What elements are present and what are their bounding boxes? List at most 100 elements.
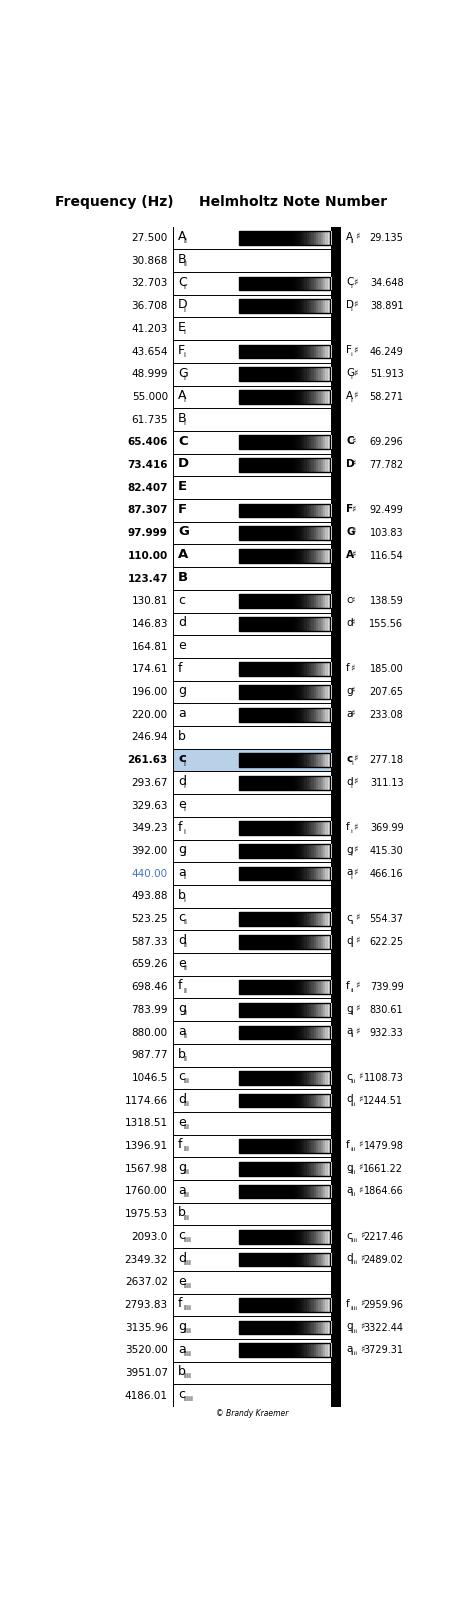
Bar	[320, 685, 323, 699]
Text: 392.00: 392.00	[131, 846, 168, 856]
Bar	[265, 1230, 267, 1243]
Bar	[314, 912, 316, 926]
Bar	[288, 662, 291, 677]
Bar	[239, 618, 243, 630]
Bar	[330, 934, 333, 949]
Bar	[284, 821, 286, 835]
Bar	[256, 1344, 258, 1357]
Bar	[300, 277, 302, 290]
Bar	[290, 867, 293, 880]
Bar	[244, 390, 247, 403]
Bar	[274, 845, 277, 858]
Bar	[265, 1139, 267, 1154]
Text: iii: iii	[351, 1078, 356, 1083]
Bar	[239, 1298, 243, 1312]
Bar	[248, 1184, 251, 1198]
Text: ii: ii	[183, 987, 187, 994]
Bar	[256, 1162, 258, 1176]
Bar	[304, 504, 307, 517]
Bar	[262, 504, 265, 517]
Bar	[248, 1070, 251, 1085]
Text: e: e	[178, 638, 186, 651]
Bar	[309, 1162, 311, 1176]
Bar	[244, 1003, 247, 1016]
Bar	[239, 1094, 330, 1107]
Bar	[267, 1162, 270, 1176]
Text: d: d	[346, 1094, 353, 1104]
Bar	[284, 912, 286, 926]
Bar	[174, 386, 331, 408]
Bar	[318, 662, 321, 677]
Bar	[286, 230, 288, 245]
Bar	[295, 1003, 297, 1016]
Bar	[253, 344, 256, 358]
Bar	[314, 1298, 316, 1312]
Bar	[272, 707, 274, 722]
Bar	[309, 458, 311, 472]
Bar	[309, 230, 311, 245]
Bar	[286, 1184, 288, 1198]
Bar	[258, 776, 261, 790]
Bar	[286, 981, 288, 994]
Bar	[253, 707, 256, 722]
Bar	[281, 1070, 284, 1085]
Bar	[330, 1253, 333, 1266]
Bar	[239, 1344, 242, 1357]
Bar	[297, 390, 300, 403]
Bar	[260, 504, 263, 517]
Bar	[242, 594, 244, 608]
Bar	[320, 912, 323, 926]
Bar	[251, 549, 253, 563]
Bar	[284, 458, 286, 472]
Bar	[323, 435, 325, 450]
Bar	[239, 1162, 330, 1176]
Bar	[295, 981, 297, 994]
Text: g: g	[346, 1003, 353, 1014]
Bar	[300, 368, 302, 381]
Text: ii: ii	[183, 942, 187, 949]
Text: © Brandy Kraemer: © Brandy Kraemer	[216, 1410, 288, 1418]
Bar	[174, 1384, 331, 1406]
Bar	[274, 1162, 277, 1176]
Text: i: i	[351, 307, 352, 312]
Bar	[246, 299, 249, 314]
Text: d: d	[346, 618, 353, 627]
Bar	[306, 821, 309, 835]
Bar	[311, 1070, 314, 1085]
Bar	[251, 1320, 253, 1334]
Bar	[281, 230, 284, 245]
Bar	[274, 1184, 277, 1198]
Bar	[251, 618, 253, 630]
Bar	[174, 704, 331, 726]
Bar	[292, 912, 295, 926]
Bar	[295, 458, 297, 472]
Text: f: f	[178, 1298, 182, 1310]
Bar	[248, 1344, 251, 1357]
Bar	[323, 685, 325, 699]
Bar	[265, 867, 267, 880]
Bar	[286, 707, 288, 722]
Text: B: B	[178, 411, 187, 426]
Bar	[279, 685, 281, 699]
Bar	[258, 1094, 261, 1107]
Bar	[323, 549, 325, 563]
Bar	[304, 1094, 307, 1107]
Bar	[290, 299, 293, 314]
Bar	[267, 821, 270, 835]
Bar	[272, 1070, 274, 1085]
Bar	[318, 526, 321, 539]
Bar	[258, 1298, 261, 1312]
Bar	[311, 776, 314, 790]
Bar	[281, 867, 284, 880]
Bar	[302, 707, 305, 722]
Bar	[300, 1320, 302, 1334]
Bar	[309, 867, 311, 880]
Bar	[286, 549, 288, 563]
Bar	[239, 934, 330, 949]
Bar	[300, 549, 302, 563]
Bar	[244, 821, 247, 835]
Bar	[323, 707, 325, 722]
Text: 3729.31: 3729.31	[364, 1346, 404, 1355]
Bar	[265, 1003, 267, 1016]
Text: 164.81: 164.81	[131, 642, 168, 651]
